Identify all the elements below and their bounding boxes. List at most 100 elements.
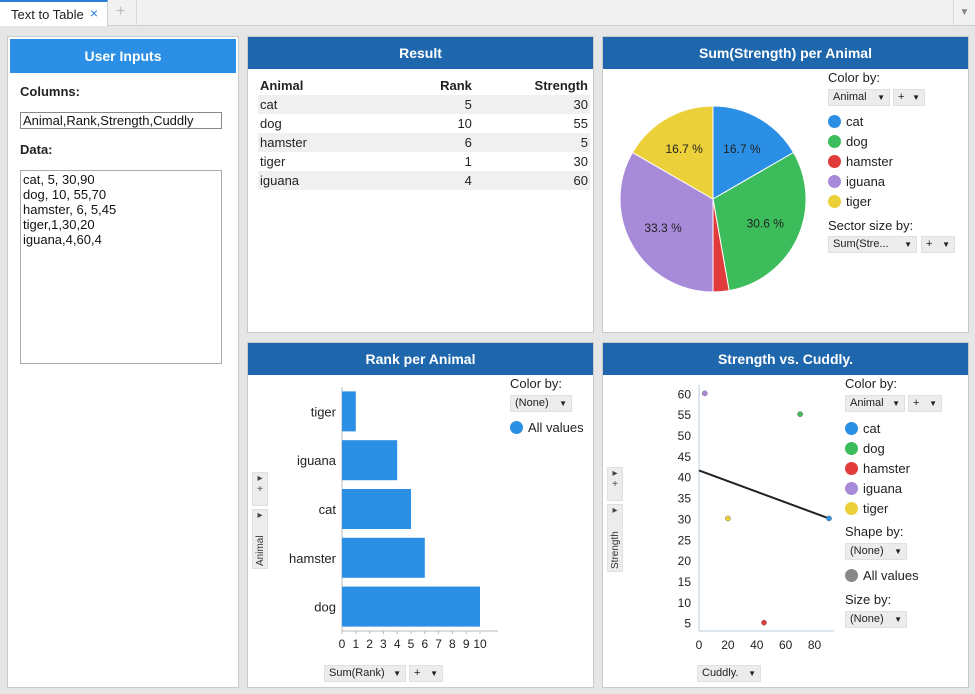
bar-chart[interactable]: tiger iguana cat hamster dog 0 1 2 3 4 5 6 7 8 9 10 [270,375,520,655]
column-header-rank[interactable]: Rank [440,77,472,93]
legend-swatch [510,421,523,434]
sector-size-dropdown[interactable]: Sum(Stre... ▼ [828,236,917,253]
legend-item-tiger[interactable]: tiger [828,194,871,209]
legend-item-all-values[interactable]: All values [510,420,584,435]
legend-swatch [845,442,858,455]
category-label: iguana [297,453,337,468]
data-label: Data: [20,142,53,157]
x-axis-dropdown[interactable]: Cuddly. ▼ [697,665,761,682]
legend-swatch [845,422,858,435]
dropdown-value: Sum(Stre... [833,238,889,250]
legend-item-iguana[interactable]: iguana [845,481,902,496]
table-cell: tiger [260,154,286,169]
columns-input[interactable]: Animal,Rank,Strength,Cuddly [20,112,222,129]
chevron-right-icon[interactable]: ▸ [257,510,263,521]
x-tick-label: 0 [696,638,703,652]
dropdown-value: Cuddly. [702,667,739,679]
table-row[interactable]: tiger 1 30 [258,152,590,171]
chevron-down-icon: ▼ [393,669,401,678]
chevron-down-icon: ▼ [894,547,902,556]
shape-by-dropdown[interactable]: (None) ▼ [845,543,907,560]
table-row[interactable]: dog 10 55 [258,114,590,133]
column-header-strength[interactable]: Strength [534,77,588,93]
y-tick-label: 60 [678,387,692,401]
legend-item-cat[interactable]: cat [845,421,880,436]
x-tick-label: 60 [779,638,793,652]
tab-text-to-table[interactable]: Text to Table × [0,0,108,26]
legend-swatch [828,115,841,128]
x-axis-add-dropdown[interactable]: + ▼ [409,665,443,682]
scatter-title: Strength vs. Cuddly. [603,343,968,375]
x-tick-label: 80 [808,638,822,652]
close-icon[interactable]: × [89,5,98,21]
size-by-dropdown[interactable]: (None) ▼ [845,611,907,628]
pie-color-by-dropdown[interactable]: Animal ▼ [828,89,890,106]
pie-slice-tiger [631,105,714,200]
x-axis-dropdown[interactable]: Sum(Rank) ▼ [324,665,406,682]
legend-item-hamster[interactable]: hamster [845,461,910,476]
y-axis-selector[interactable]: ▸ Strength [607,504,623,572]
scatter-color-add-dropdown[interactable]: + ▼ [908,395,942,412]
y-tick-label: 15 [678,575,692,589]
data-textarea[interactable]: cat, 5, 30,90 dog, 10, 55,70 hamster, 6,… [20,170,222,364]
scatter-chart[interactable]: 5 10 15 20 25 30 35 40 45 50 55 60 0 20 40 60 80 [625,375,840,660]
legend-item-dog[interactable]: dog [845,441,885,456]
table-row[interactable]: hamster 6 5 [258,133,590,152]
bar-iguana [342,440,398,481]
plus-icon[interactable]: + [612,479,618,490]
chevron-right-icon[interactable]: ▸ [612,505,618,516]
y-axis-controls[interactable]: ▸ + [607,467,623,501]
legend-label: hamster [846,154,893,169]
x-tick-label: 1 [352,637,359,651]
bar-cat [342,488,411,530]
point-tiger [725,515,731,522]
size-by-label: Size by: [845,592,892,607]
pie-chart[interactable]: 16.7 % 30.6 % 33.3 % 16.7 % [603,69,813,329]
chevron-right-icon[interactable]: ▸ [612,468,618,479]
dropdown-value: Animal [850,397,884,409]
category-label: tiger [311,404,337,419]
bar-panel: Rank per Animal ▸ + ▸ Animal tiger iguana… [247,342,594,688]
legend-item-iguana[interactable]: iguana [828,174,885,189]
chevron-down-icon[interactable]: ▼ [953,0,975,26]
table-row[interactable]: iguana 4 60 [258,171,590,190]
legend-item-cat[interactable]: cat [828,114,863,129]
user-inputs-title: User Inputs [10,39,236,73]
legend-item-all-values[interactable]: All values [845,568,919,583]
sector-size-add-dropdown[interactable]: + ▼ [921,236,955,253]
pie-color-add-dropdown[interactable]: + ▼ [893,89,925,106]
result-panel: Result Animal Rank Strength cat 5 30 dog… [247,36,594,333]
x-tick-label: 6 [421,637,428,651]
legend-item-tiger[interactable]: tiger [845,501,888,516]
legend-label: tiger [863,501,889,516]
point-cat [826,515,832,522]
scatter-panel: Strength vs. Cuddly. ▸ + ▸ Strength 5 10 1… [602,342,969,688]
user-inputs-panel: User Inputs Columns: Animal,Rank,Strengt… [7,36,239,688]
legend-item-dog[interactable]: dog [828,134,868,149]
plus-icon[interactable]: + [257,484,263,495]
column-header-animal[interactable]: Animal [260,77,304,93]
table-cell: 4 [408,171,474,190]
scatter-color-by-dropdown[interactable]: Animal ▼ [845,395,905,412]
legend-item-hamster[interactable]: hamster [828,154,893,169]
x-tick-label: 0 [339,637,346,651]
legend-label: tiger [846,194,872,209]
bar-color-by-dropdown[interactable]: (None) ▼ [510,395,572,412]
x-tick-label: 40 [750,638,764,652]
y-axis-selector[interactable]: ▸ Animal [252,509,268,569]
chevron-down-icon: ▼ [929,399,937,408]
x-tick-label: 5 [408,637,415,651]
shape-by-label: Shape by: [845,524,904,539]
chevron-right-icon[interactable]: ▸ [257,473,263,484]
columns-label: Columns: [20,84,80,99]
legend-swatch [845,569,858,582]
table-header-row: Animal Rank Strength [258,75,590,95]
add-tab-icon[interactable]: + [116,3,126,20]
chevron-down-icon: ▼ [892,399,900,408]
table-cell: 5 [473,133,590,152]
table-row[interactable]: cat 5 30 [258,95,590,114]
dropdown-value: (None) [850,613,884,625]
plus-icon: + [898,91,905,103]
y-axis-controls[interactable]: ▸ + [252,472,268,506]
legend-swatch [845,462,858,475]
